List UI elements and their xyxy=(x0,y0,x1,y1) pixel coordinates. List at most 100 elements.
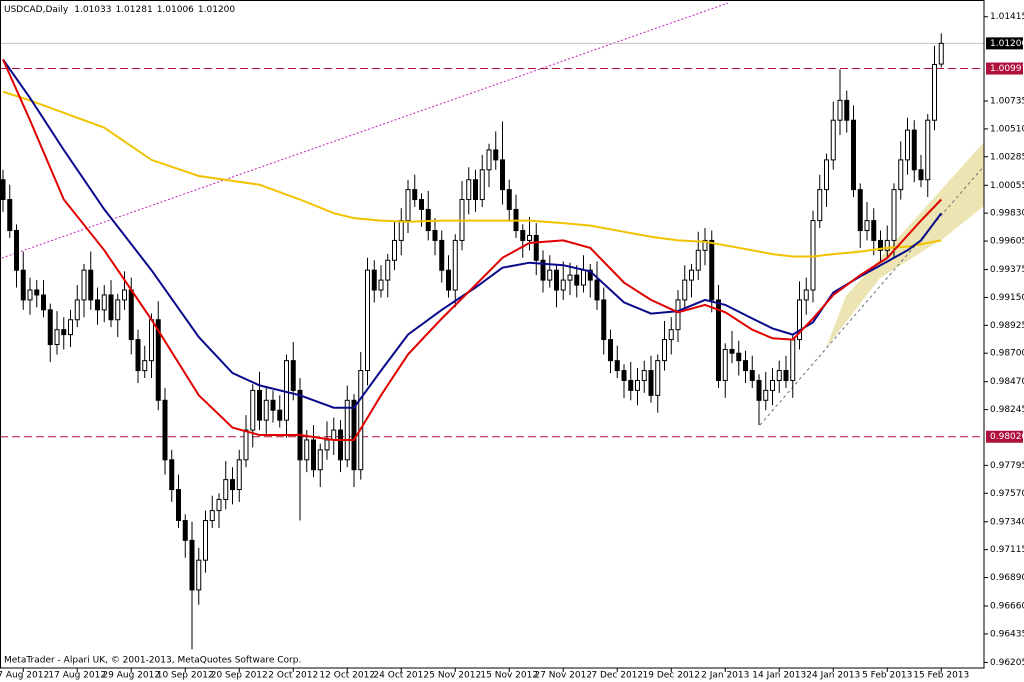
candle-body xyxy=(81,269,87,301)
y-tick-label: 0.99605 xyxy=(990,237,1024,247)
candle-body xyxy=(520,230,526,241)
candle-body xyxy=(290,360,296,391)
candle-body xyxy=(527,234,532,241)
candle-body xyxy=(722,348,728,381)
x-tick-label: 19 Dec 2012 xyxy=(643,671,701,681)
x-tick-label: 15 Feb 2013 xyxy=(913,671,969,681)
candle-body xyxy=(47,309,53,346)
x-tick-label: 10 Sep 2012 xyxy=(157,671,214,681)
level-tag xyxy=(986,430,1023,443)
candle-body xyxy=(635,379,640,391)
level-label: 1.00997 xyxy=(990,64,1024,74)
candle-body xyxy=(662,339,667,362)
y-tick-label: 0.96205 xyxy=(990,658,1024,668)
candle-body xyxy=(365,269,370,372)
candle-body xyxy=(810,220,816,291)
candle-body xyxy=(547,269,553,281)
candle-body xyxy=(797,299,802,341)
last-close: 1.01200 xyxy=(198,5,235,15)
candle-body xyxy=(621,370,627,381)
candle-body xyxy=(776,370,782,381)
current-price-label: 1.01200 xyxy=(990,39,1024,49)
candle-body xyxy=(932,63,937,121)
candle-body xyxy=(324,439,330,451)
y-tick-label: 0.99375 xyxy=(990,265,1024,275)
candle-body xyxy=(176,489,181,522)
candle-body xyxy=(230,479,235,491)
candle-body xyxy=(223,479,229,500)
candle-body xyxy=(270,399,276,411)
y-tick-label: 1.00735 xyxy=(990,97,1024,107)
candle-body xyxy=(34,289,40,296)
candle-body xyxy=(749,370,755,381)
x-tick-label: 15 Nov 2012 xyxy=(480,671,538,681)
candle-body xyxy=(304,439,310,461)
candle-body xyxy=(655,360,661,396)
x-tick-label: 27 Nov 2012 xyxy=(534,671,592,681)
candle-body xyxy=(884,239,890,251)
x-tick-label: 7 Dec 2012 xyxy=(591,671,643,681)
candle-body xyxy=(851,119,856,191)
y-tick-label: 0.97115 xyxy=(990,545,1024,555)
candle-body xyxy=(466,179,472,201)
candle-body xyxy=(837,99,843,121)
candle-body xyxy=(169,459,175,491)
candle-body xyxy=(871,220,877,241)
candle-body xyxy=(628,379,634,391)
candle-body xyxy=(736,352,742,362)
candle-body xyxy=(54,329,60,346)
last-low: 1.01006 xyxy=(157,5,194,15)
level-label: 0.98026 xyxy=(990,432,1024,442)
candle-body xyxy=(358,370,364,471)
candle-body xyxy=(236,459,242,491)
y-tick-label: 0.96660 xyxy=(990,602,1024,612)
candle-body xyxy=(857,189,863,232)
moving-average-line xyxy=(2,59,943,441)
candle-body xyxy=(500,159,505,191)
x-tick-label: 20 Sep 2012 xyxy=(211,671,268,681)
candle-body xyxy=(101,294,107,311)
candle-body xyxy=(581,269,586,286)
candle-body xyxy=(392,239,397,261)
x-tick-label: 2 Oct 2012 xyxy=(268,671,318,681)
candle-body xyxy=(864,220,870,232)
candle-body xyxy=(115,299,121,321)
candle-body xyxy=(560,279,566,291)
x-tick-label: 7 Aug 2012 xyxy=(0,671,49,681)
candle-body xyxy=(284,360,289,421)
candle-body xyxy=(587,269,593,281)
last-high: 1.01281 xyxy=(115,5,152,15)
moving-average-line xyxy=(2,90,942,258)
candle-body xyxy=(824,159,829,191)
candle-body xyxy=(95,299,100,311)
candle-body xyxy=(452,239,458,291)
candle-body xyxy=(891,189,897,241)
candle-body xyxy=(351,399,357,471)
y-tick-label: 0.96890 xyxy=(990,573,1024,583)
candle-body xyxy=(918,169,924,181)
candle-body xyxy=(378,279,384,291)
candle-body xyxy=(763,389,769,401)
candle-body xyxy=(216,498,222,512)
candle-body xyxy=(385,259,391,281)
watermark: MetaTrader - Alpari UK, © 2001-2013, Met… xyxy=(4,656,301,666)
candle-body xyxy=(128,289,134,341)
candle-body xyxy=(142,360,148,372)
candle-body xyxy=(277,409,283,421)
y-tick-label: 1.00510 xyxy=(990,124,1024,134)
candle-body xyxy=(250,389,256,431)
candle-body xyxy=(405,189,411,222)
candle-body xyxy=(7,199,13,232)
candle-body xyxy=(398,220,404,241)
x-tick-label: 17 Aug 2012 xyxy=(48,671,106,681)
candle-body xyxy=(817,189,823,222)
x-tick-label: 24 Oct 2012 xyxy=(373,671,429,681)
candle-body xyxy=(88,269,94,301)
y-tick-label: 1.00285 xyxy=(990,152,1024,162)
candle-body xyxy=(905,129,910,161)
candle-body xyxy=(601,299,607,341)
candle-body xyxy=(0,179,6,201)
y-tick-label: 1.00055 xyxy=(990,181,1024,191)
